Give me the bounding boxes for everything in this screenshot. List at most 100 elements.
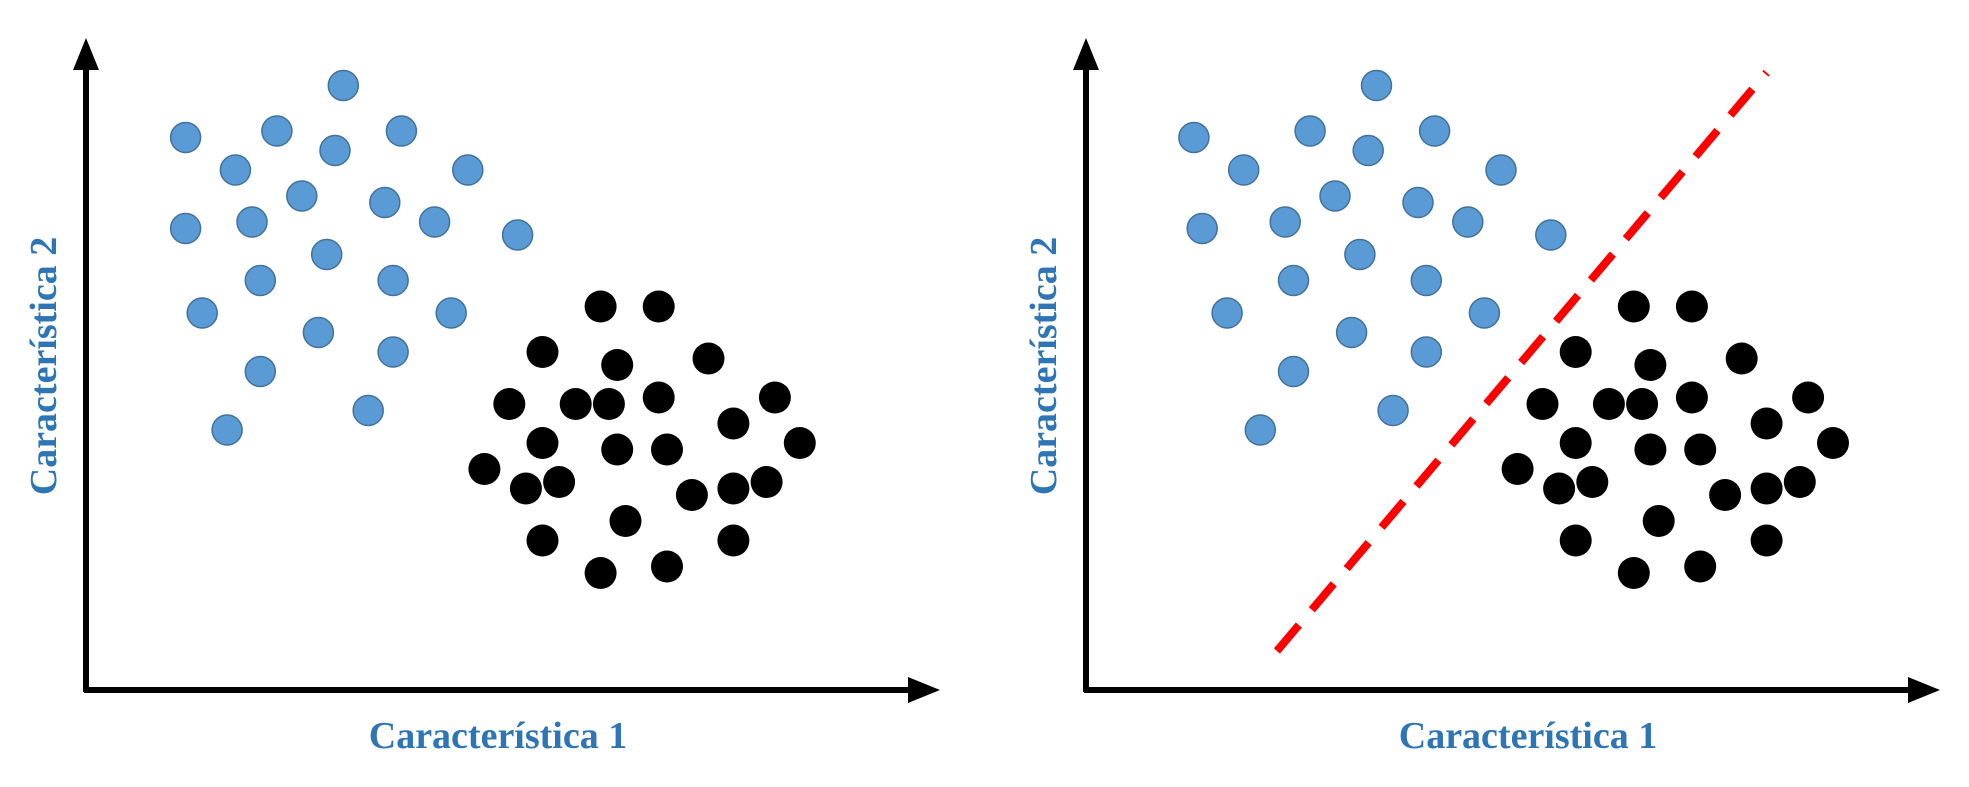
right-point-black-10 — [1559, 427, 1592, 459]
right-point-black-21 — [1642, 505, 1675, 537]
right-point-black-25 — [1684, 550, 1717, 583]
right-point-blue-16 — [1211, 297, 1243, 329]
right-x-axis-label: Característica 1 — [1399, 715, 1658, 757]
left-point-black-23 — [717, 524, 750, 557]
left-point-blue-11 — [169, 212, 202, 245]
right-point-blue-21 — [1377, 394, 1409, 427]
right-point-blue-5 — [1418, 115, 1451, 147]
right-point-black-5 — [1592, 388, 1625, 420]
left-point-black-20 — [750, 466, 783, 498]
right-point-black-24 — [1617, 557, 1650, 589]
right-point-blue-11 — [1186, 212, 1218, 245]
right-chart-panel: Característica 1 Característica 2 — [1023, 38, 1940, 757]
right-point-blue-10 — [1535, 219, 1567, 251]
left-point-blue-18 — [435, 297, 467, 329]
left-point-blue-7 — [286, 180, 318, 212]
left-point-blue-4 — [319, 134, 351, 167]
right-point-black-11 — [1750, 407, 1783, 440]
left-point-black-8 — [642, 381, 675, 414]
left-point-blue-14 — [377, 264, 409, 297]
left-point-black-14 — [601, 433, 634, 466]
left-point-blue-9 — [418, 206, 451, 238]
decision-boundary-line — [1273, 69, 1770, 654]
left-point-blue-10 — [501, 219, 534, 251]
left-point-black-4 — [692, 342, 725, 375]
right-point-black-4 — [1725, 342, 1758, 375]
left-point-blue-8 — [369, 186, 401, 219]
right-point-black-0 — [1617, 290, 1650, 323]
right-point-blue-9 — [1452, 206, 1484, 238]
left-point-black-17 — [543, 466, 576, 498]
left-point-blue-6 — [452, 154, 484, 186]
right-point-black-16 — [1543, 472, 1576, 505]
left-point-black-15 — [651, 433, 683, 466]
right-point-blue-18 — [1468, 297, 1501, 329]
right-point-black-18 — [1709, 479, 1742, 511]
left-point-blue-0 — [169, 121, 202, 154]
right-point-black-15 — [1684, 433, 1717, 466]
right-point-blue-20 — [1277, 355, 1310, 388]
right-point-blue-6 — [1485, 154, 1517, 186]
right-point-blue-13 — [1344, 238, 1376, 271]
left-point-black-18 — [675, 479, 708, 511]
right-y-axis-label: Característica 2 — [1023, 237, 1065, 496]
left-point-black-12 — [783, 427, 816, 459]
right-scatter-points — [1178, 69, 1849, 589]
right-point-black-9 — [1792, 381, 1825, 414]
left-point-black-13 — [468, 453, 501, 485]
left-point-black-24 — [584, 557, 617, 589]
left-point-black-5 — [559, 388, 592, 420]
left-y-axis-arrowhead — [73, 38, 99, 70]
right-point-black-14 — [1634, 433, 1667, 466]
right-point-black-2 — [1559, 336, 1592, 368]
left-point-black-22 — [526, 524, 559, 557]
right-point-blue-0 — [1178, 121, 1210, 154]
right-point-blue-3 — [1360, 69, 1393, 102]
right-y-axis-arrowhead — [1073, 38, 1099, 70]
right-point-blue-7 — [1319, 180, 1351, 212]
left-point-blue-16 — [186, 297, 218, 329]
right-point-black-23 — [1750, 524, 1783, 557]
left-chart-panel: Característica 1 Característica 2 — [23, 38, 940, 757]
left-point-blue-17 — [302, 316, 335, 349]
right-point-black-22 — [1559, 524, 1592, 557]
left-point-black-1 — [642, 290, 675, 323]
right-point-blue-12 — [1269, 206, 1301, 238]
left-point-blue-1 — [219, 154, 252, 186]
left-point-blue-15 — [244, 264, 277, 297]
left-x-axis-arrowhead — [908, 677, 940, 703]
right-point-black-19 — [1750, 472, 1783, 505]
right-point-black-12 — [1817, 427, 1849, 459]
right-point-black-17 — [1576, 466, 1609, 498]
left-point-blue-20 — [244, 355, 277, 388]
left-point-black-16 — [509, 472, 542, 505]
left-point-blue-21 — [352, 394, 384, 427]
left-point-black-25 — [651, 550, 683, 583]
left-x-axis-label: Característica 1 — [369, 715, 628, 757]
right-point-blue-1 — [1227, 154, 1260, 186]
right-x-axis-arrowhead — [1908, 677, 1940, 703]
left-point-black-19 — [717, 472, 750, 505]
left-point-black-9 — [758, 381, 791, 414]
right-point-black-20 — [1783, 466, 1816, 498]
left-point-blue-13 — [310, 238, 343, 271]
left-point-black-21 — [609, 505, 642, 537]
right-point-blue-22 — [1244, 414, 1277, 446]
right-point-blue-4 — [1352, 134, 1384, 167]
right-point-blue-14 — [1410, 264, 1443, 297]
left-scatter-points — [169, 69, 816, 589]
left-point-blue-5 — [385, 115, 418, 147]
left-point-black-7 — [592, 388, 625, 420]
right-point-blue-2 — [1294, 115, 1326, 147]
left-point-blue-3 — [327, 69, 360, 102]
right-point-black-13 — [1501, 453, 1534, 485]
right-point-blue-15 — [1277, 264, 1310, 297]
right-point-blue-19 — [1410, 336, 1443, 368]
left-point-black-2 — [526, 336, 559, 368]
right-point-blue-8 — [1402, 186, 1434, 219]
left-point-blue-12 — [236, 206, 268, 238]
left-point-black-11 — [717, 407, 750, 440]
right-point-black-6 — [1526, 388, 1559, 420]
right-point-black-8 — [1675, 381, 1708, 414]
